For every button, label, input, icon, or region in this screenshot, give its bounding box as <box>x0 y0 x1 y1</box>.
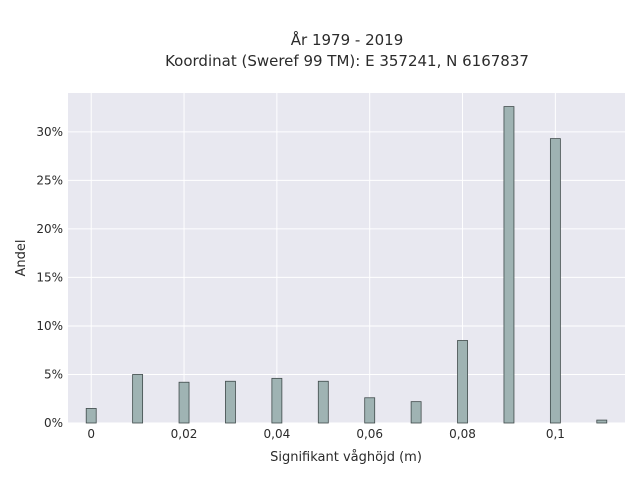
x-tick-label: 0,02 <box>171 427 198 441</box>
y-axis-label: Andel <box>14 240 29 277</box>
x-tick-label: 0,04 <box>264 427 291 441</box>
histogram-bar <box>364 397 376 424</box>
y-tick-label: 30% <box>36 125 63 139</box>
histogram-bar <box>410 401 422 424</box>
histogram-bar <box>549 138 561 424</box>
x-tick-label: 0,08 <box>449 427 476 441</box>
y-tick-label: 10% <box>36 319 63 333</box>
x-tick-labels: 0 0,02 0,04 0,06 0,08 0,1 <box>87 427 565 441</box>
histogram-bar <box>596 419 608 424</box>
y-tick-labels: 0% 5% 10% 15% 20% 25% 30% <box>36 125 63 430</box>
y-tick-label: 25% <box>36 173 63 187</box>
y-tick-label: 0% <box>44 416 63 430</box>
y-tick-label: 20% <box>36 222 63 236</box>
x-tick-label: 0,06 <box>356 427 383 441</box>
histogram-bar <box>317 380 329 424</box>
chart-title-line-2: Koordinat (Sweref 99 TM): E 357241, N 61… <box>165 52 529 70</box>
histogram-bar <box>271 377 283 424</box>
x-tick-label: 0,1 <box>546 427 565 441</box>
chart-title-line-1: År 1979 - 2019 <box>291 30 404 49</box>
histogram-bar <box>457 340 468 424</box>
histogram-bar <box>503 106 515 424</box>
y-tick-label: 15% <box>36 270 63 284</box>
x-axis-label: Signifikant våghöjd (m) <box>270 450 422 465</box>
histogram-bar <box>85 408 97 424</box>
y-tick-label: 5% <box>44 367 63 381</box>
histogram-bar <box>225 380 236 424</box>
histogram-bar <box>178 381 190 424</box>
bar-layer <box>85 106 608 424</box>
x-tick-label: 0 <box>87 427 95 441</box>
plot-area <box>68 93 625 423</box>
histogram-bar <box>132 374 144 424</box>
